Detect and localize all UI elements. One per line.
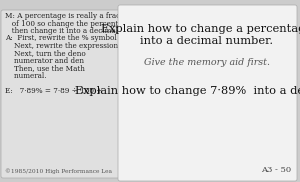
Text: into a decimal number.: into a decimal number. [140,36,274,46]
Text: E:   7·89% = 7·89 ÷ 100 +: E: 7·89% = 7·89 ÷ 100 + [5,87,102,95]
Text: Explain how to change a percentage: Explain how to change a percentage [101,24,300,34]
Text: numerator and den: numerator and den [5,57,84,65]
Text: of 100 so change the percentage into a fraction first,: of 100 so change the percentage into a f… [5,19,204,27]
Text: numeral.: numeral. [5,72,47,80]
Text: ©1985/2010 High Performance Lea: ©1985/2010 High Performance Lea [5,168,112,174]
Text: Explain how to change 7·89%  into a decimal.: Explain how to change 7·89% into a decim… [75,86,300,96]
Text: then change it into a decimal.: then change it into a decimal. [5,27,120,35]
FancyBboxPatch shape [1,10,153,178]
Text: A:  First, rewrite the % symbol as ÷100.: A: First, rewrite the % symbol as ÷100. [5,35,152,43]
Text: A3 - 50: A3 - 50 [261,166,291,174]
Text: Next, turn the deno: Next, turn the deno [5,50,86,58]
Text: Give the memory aid first.: Give the memory aid first. [144,58,270,67]
Text: Next, rewrite the expression as a fraction.: Next, rewrite the expression as a fracti… [5,42,168,50]
Text: Then, use the Math: Then, use the Math [5,64,85,72]
FancyBboxPatch shape [118,5,297,181]
Text: M: A percentage is really a fraction with the denominator: M: A percentage is really a fraction wit… [5,12,215,20]
